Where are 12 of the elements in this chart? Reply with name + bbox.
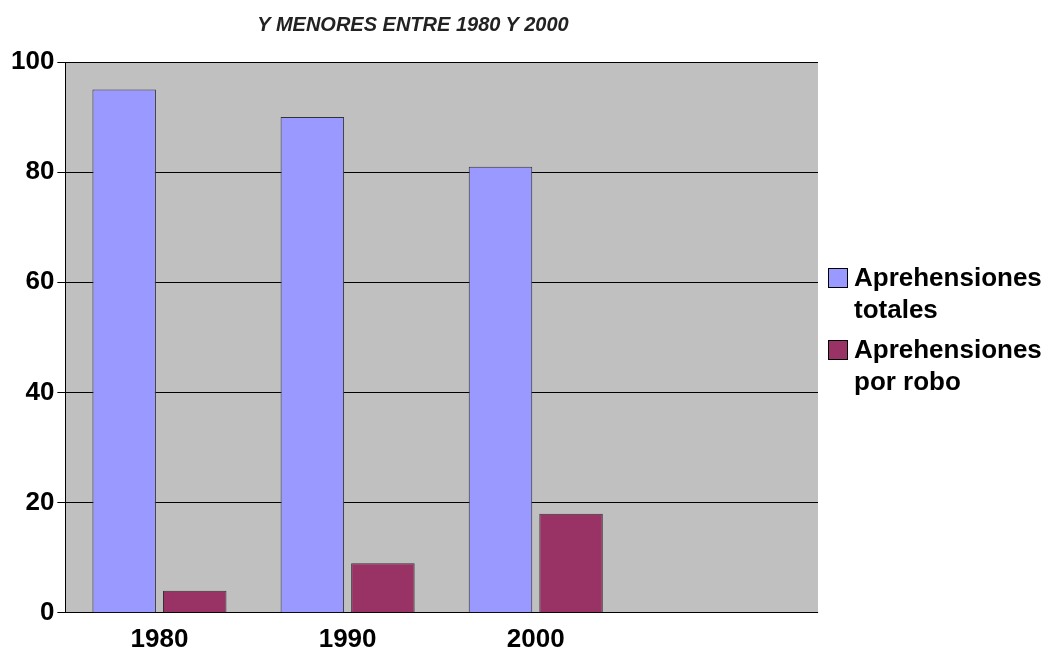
y-tick-label: 60 <box>25 265 55 296</box>
legend-label: Aprehensiones por robo <box>854 333 1042 397</box>
y-tick-label: 100 <box>10 45 55 76</box>
y-tick-label: 80 <box>25 155 55 186</box>
y-tick-label: 20 <box>25 485 55 516</box>
y-tick-label: 40 <box>25 375 55 406</box>
x-tick-label: 2000 <box>506 622 565 653</box>
x-tick-label: 1990 <box>318 622 377 653</box>
x-tick-label: 1980 <box>130 622 189 653</box>
chart-title: Y MENORES ENTRE 1980 Y 2000 <box>257 12 569 35</box>
legend-label: Aprehensiones totales <box>854 261 1042 325</box>
y-tick-label: 0 <box>39 595 55 626</box>
